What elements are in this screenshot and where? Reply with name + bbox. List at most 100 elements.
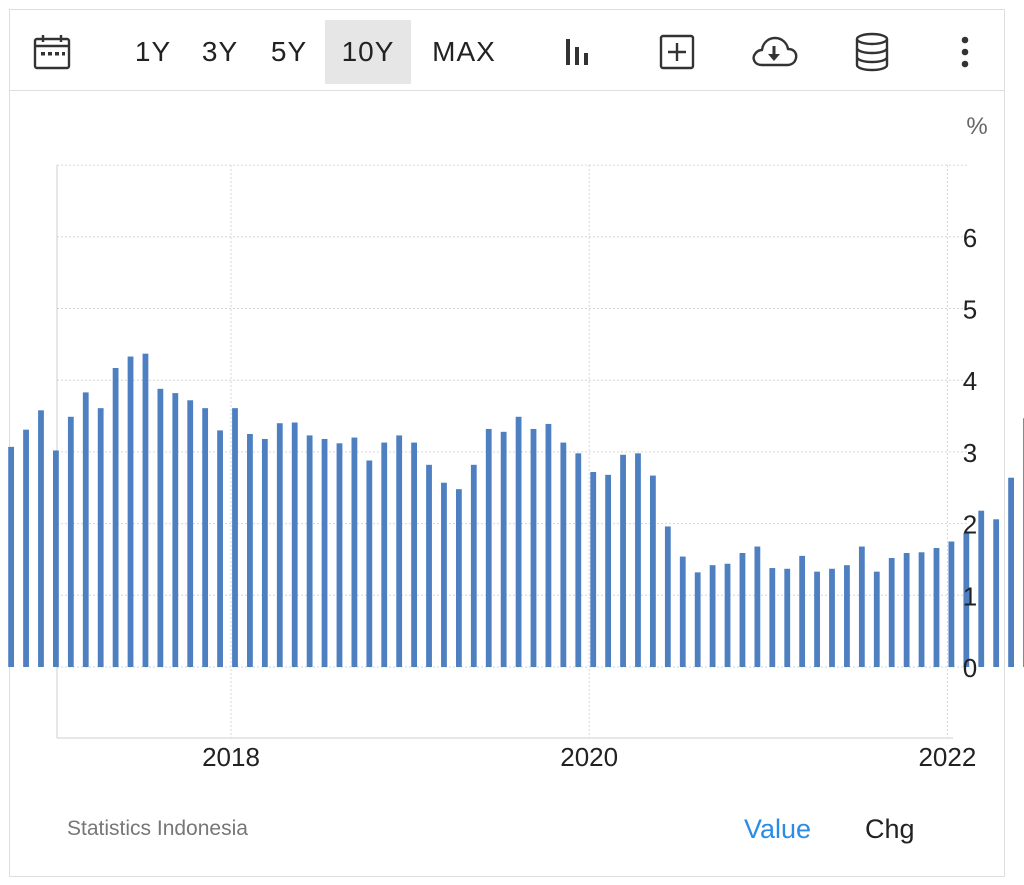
- data-bar[interactable]: [217, 430, 223, 667]
- y-tick-label: 5: [963, 295, 977, 325]
- data-bar[interactable]: [53, 450, 59, 667]
- data-bar[interactable]: [247, 433, 253, 667]
- calendar-button[interactable]: [28, 20, 76, 84]
- data-bar[interactable]: [993, 519, 1000, 667]
- data-bar[interactable]: [620, 454, 626, 667]
- data-bar[interactable]: [560, 442, 567, 667]
- data-bar[interactable]: [455, 489, 462, 667]
- data-bar[interactable]: [112, 368, 119, 667]
- source-label: Statistics Indonesia: [67, 817, 248, 840]
- data-bar[interactable]: [948, 541, 955, 667]
- data-bar[interactable]: [545, 423, 552, 667]
- data-bar[interactable]: [814, 571, 820, 667]
- download-button[interactable]: [747, 20, 801, 84]
- data-bar[interactable]: [187, 400, 194, 667]
- data-bar[interactable]: [8, 446, 15, 667]
- data-bar[interactable]: [650, 475, 656, 667]
- data-bar[interactable]: [82, 392, 89, 667]
- range-1y-button[interactable]: 1Y: [134, 36, 172, 67]
- data-bar[interactable]: [127, 356, 134, 667]
- data-bar[interactable]: [858, 546, 865, 667]
- data-bar[interactable]: [232, 408, 238, 667]
- range-3y-button[interactable]: 3Y: [201, 36, 239, 67]
- chart-type-button[interactable]: [555, 20, 599, 84]
- value-toggle[interactable]: Value: [744, 814, 812, 844]
- data-bar[interactable]: [799, 555, 806, 667]
- data-bar[interactable]: [679, 556, 686, 667]
- compare-button[interactable]: [655, 20, 699, 84]
- data-bar[interactable]: [873, 571, 880, 667]
- data-bar[interactable]: [590, 471, 597, 667]
- unit-label: %: [966, 113, 987, 140]
- range-max-button[interactable]: MAX: [432, 36, 496, 67]
- bar-chart-icon: [566, 39, 588, 65]
- data-bar[interactable]: [67, 416, 74, 667]
- data-bar[interactable]: [739, 553, 746, 667]
- y-tick-label: 1: [963, 581, 977, 611]
- data-bar[interactable]: [694, 572, 701, 667]
- data-bar[interactable]: [291, 422, 298, 668]
- data-bar[interactable]: [844, 565, 850, 667]
- data-bar[interactable]: [381, 442, 388, 667]
- data-bar[interactable]: [396, 435, 403, 667]
- data-bar[interactable]: [261, 438, 268, 667]
- data-bar[interactable]: [142, 353, 149, 667]
- data-bar[interactable]: [784, 568, 791, 667]
- data-bar[interactable]: [321, 438, 328, 667]
- data-bar[interactable]: [903, 553, 910, 667]
- data-bar[interactable]: [754, 546, 761, 667]
- data-bar[interactable]: [202, 408, 209, 667]
- chart-widget: 1Y 3Y 5Y 10Y MAX: [9, 9, 1005, 877]
- data-bar[interactable]: [605, 474, 612, 667]
- data-bar[interactable]: [426, 464, 432, 667]
- data-bar[interactable]: [366, 460, 373, 668]
- data-bar[interactable]: [888, 558, 895, 667]
- more-options-button[interactable]: [950, 20, 980, 84]
- data-bar[interactable]: [963, 532, 970, 667]
- data-bar[interactable]: [724, 563, 731, 667]
- add-box-icon: [659, 34, 695, 70]
- data-bar[interactable]: [38, 410, 44, 667]
- data-bar[interactable]: [1008, 477, 1014, 667]
- data-bar[interactable]: [441, 482, 447, 667]
- data-bar[interactable]: [411, 442, 417, 667]
- y-tick-label: 3: [963, 438, 977, 468]
- x-tick-label: 2018: [202, 742, 260, 772]
- y-tick-label: 2: [963, 510, 977, 540]
- data-bar[interactable]: [172, 393, 179, 667]
- data-bar[interactable]: [575, 453, 582, 667]
- data-bar[interactable]: [769, 568, 776, 667]
- data-bar[interactable]: [933, 547, 940, 667]
- data-bar[interactable]: [336, 443, 343, 667]
- chart-toolbar: 1Y 3Y 5Y 10Y MAX: [10, 10, 1004, 91]
- data-bar[interactable]: [530, 428, 537, 667]
- data-bar[interactable]: [470, 464, 477, 667]
- data-bar[interactable]: [635, 453, 641, 667]
- change-toggle[interactable]: Chg: [865, 814, 915, 844]
- data-bar[interactable]: [829, 568, 835, 667]
- data-bar[interactable]: [306, 435, 313, 667]
- y-tick-label: 4: [963, 366, 977, 396]
- x-tick-label: 2022: [918, 742, 976, 772]
- data-bar[interactable]: [157, 388, 164, 667]
- data-bar[interactable]: [664, 526, 671, 667]
- range-5y-button[interactable]: 5Y: [270, 36, 308, 67]
- calendar-icon: [33, 35, 71, 70]
- data-bar[interactable]: [709, 565, 716, 667]
- data-bar[interactable]: [918, 552, 925, 667]
- data-bar[interactable]: [515, 416, 522, 667]
- data-button[interactable]: [850, 20, 894, 84]
- data-bar[interactable]: [23, 429, 29, 667]
- data-bar[interactable]: [500, 431, 507, 667]
- range-10y-button[interactable]: 10Y: [325, 20, 411, 84]
- data-bar[interactable]: [97, 408, 104, 667]
- data-bar[interactable]: [485, 428, 492, 667]
- cloud-download-icon: [752, 36, 798, 67]
- y-tick-label: 0: [963, 653, 977, 683]
- data-bar[interactable]: [276, 423, 283, 667]
- database-icon: [855, 32, 889, 72]
- data-bar[interactable]: [978, 510, 985, 667]
- x-tick-label: 2020: [560, 742, 618, 772]
- data-bar[interactable]: [351, 437, 358, 667]
